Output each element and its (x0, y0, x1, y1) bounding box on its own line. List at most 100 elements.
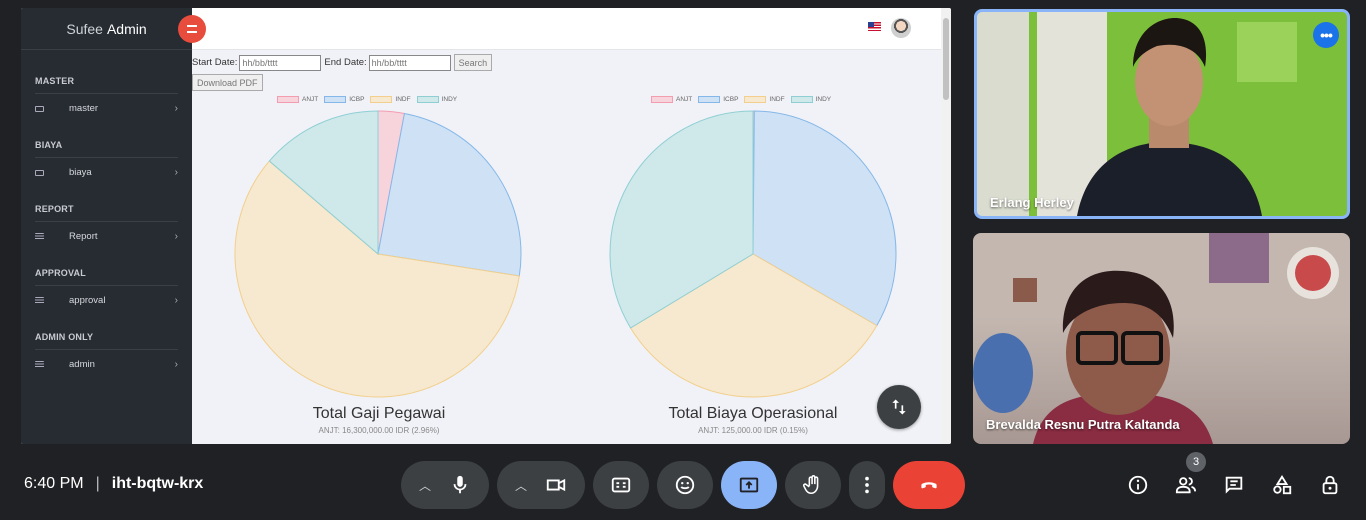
sidebar-section-title: MASTER (35, 76, 75, 86)
meeting-details-button[interactable] (1126, 473, 1150, 497)
chevron-right-icon: › (174, 231, 178, 242)
legend-label: ICBP (349, 96, 365, 103)
menu-icon (187, 25, 197, 33)
legend-label: INDY (441, 96, 458, 103)
legend-item[interactable]: INDY (416, 96, 458, 103)
info-icon (1128, 475, 1148, 495)
end-date-input[interactable] (368, 54, 451, 71)
page-scrollbar[interactable] (941, 8, 951, 444)
sidebar-toggle-button[interactable] (178, 15, 206, 43)
search-button[interactable]: Search (453, 54, 493, 71)
pie-slice-indy[interactable] (268, 110, 379, 256)
video-options-chevron-icon[interactable]: ︿ (514, 478, 527, 493)
legend-swatch (277, 96, 299, 103)
people-icon (1175, 477, 1197, 494)
chart2-title: Total Biaya Operasional (668, 405, 838, 422)
pie-slice-icbp[interactable] (377, 112, 522, 277)
raise-hand-button[interactable] (785, 461, 841, 509)
sidebar-item[interactable]: master › (35, 93, 178, 123)
sidebar-item[interactable]: Report › (35, 221, 178, 251)
pie-slice-indy[interactable] (609, 110, 754, 329)
meeting-info: 6:40 PM | iht-bqtw-krx (24, 475, 203, 493)
meeting-time: 6:40 PM (24, 475, 84, 492)
download-pdf-button[interactable]: Download PDF (192, 74, 263, 91)
chart2-pie (609, 110, 897, 398)
legend-label: ANJT (676, 96, 693, 103)
people-button[interactable] (1174, 473, 1198, 497)
present-screen-icon (739, 477, 759, 493)
participant-name-2: Brevalda Resnu Putra Kaltanda (986, 417, 1180, 432)
more-vert-icon (865, 476, 869, 494)
legend-label: INDF (395, 96, 411, 103)
chart1-subtitle: ANJT: 16,300,000.00 IDR (2.96%) (318, 426, 440, 435)
start-date-input[interactable] (239, 54, 322, 71)
legend-swatch (370, 96, 393, 103)
meeting-code[interactable]: iht-bqtw-krx (111, 475, 204, 492)
legend-item[interactable]: ICBP (324, 96, 364, 103)
participant-tile-2[interactable]: Brevalda Resnu Putra Kaltanda (973, 233, 1350, 444)
admin-sidebar: Sufee Admin MASTER master › BIAYA biaya › REPO… (21, 8, 192, 444)
sidebar-item[interactable]: admin › (35, 349, 178, 379)
scroll-thumb[interactable] (943, 18, 949, 100)
shared-screen: Sufee Admin MASTER master › BIAYA biaya › REPO… (21, 8, 951, 444)
microphone-icon[interactable] (449, 474, 471, 496)
chart1-pie (234, 110, 522, 398)
date-filter: Start Date: End Date: Search (192, 54, 493, 71)
participant-video-1 (1037, 12, 1297, 216)
raise-hand-icon (803, 475, 819, 495)
legend-item[interactable]: ANJT (277, 96, 318, 103)
captions-button[interactable] (593, 461, 649, 509)
sidebar-item[interactable]: biaya › (35, 157, 178, 187)
participant-name-1: Erlang Herley (990, 195, 1074, 210)
camera-control-group: ︿ (497, 461, 585, 509)
meeting-separator: | (95, 475, 100, 492)
audio-options-chevron-icon[interactable]: ︿ (418, 478, 431, 493)
user-avatar[interactable] (891, 18, 911, 38)
pie-slice-indf[interactable] (629, 253, 878, 398)
legend-item[interactable]: ANJT (651, 96, 692, 103)
legend-swatch (698, 96, 721, 103)
list-icon (35, 361, 44, 368)
emoji-reaction-button[interactable] (657, 461, 713, 509)
us-flag-icon[interactable] (868, 22, 881, 31)
more-options-menu-button[interactable] (849, 461, 885, 509)
sidebar-section-title: BIAYA (35, 140, 63, 150)
participant-video-2 (973, 233, 1339, 444)
chart1-title: Total Gaji Pegawai (312, 405, 446, 422)
chart2-legend: ANJT ICBP INDF INDY (651, 96, 831, 103)
chart1-legend: ANJT ICBP INDF INDY (277, 96, 457, 103)
sidebar-item[interactable]: approval › (35, 285, 178, 315)
legend-item[interactable]: INDF (370, 96, 411, 103)
present-screen-button[interactable] (721, 461, 777, 509)
legend-swatch (790, 96, 813, 103)
laptop-icon (35, 169, 44, 176)
captions-icon (611, 477, 631, 493)
sidebar-section-title: REPORT (35, 204, 74, 214)
legend-label: INDF (769, 96, 785, 103)
chat-button[interactable] (1222, 473, 1246, 497)
laptop-icon (35, 105, 44, 112)
host-controls-button[interactable] (1318, 473, 1342, 497)
legend-label: INDY (815, 96, 832, 103)
brand-logo: Sufee Admin (21, 8, 192, 50)
leave-call-button[interactable] (893, 461, 965, 509)
chat-icon (1225, 476, 1243, 494)
participant-count-badge: 3 (1186, 452, 1206, 472)
camera-icon[interactable] (545, 474, 567, 496)
more-options-button[interactable]: ••• (1313, 22, 1339, 48)
participant-tile-1[interactable]: ••• Erlang Herley (974, 9, 1350, 219)
legend-item[interactable]: INDF (744, 96, 785, 103)
sidebar-item-label: master (69, 103, 99, 114)
end-date-label: End Date: (324, 57, 367, 68)
emoji-icon (675, 475, 695, 495)
legend-label: ICBP (723, 96, 739, 103)
sidebar-item-label: approval (69, 295, 106, 306)
swap-layout-button[interactable] (877, 385, 921, 429)
pie-slice-indf[interactable] (234, 160, 520, 398)
end-call-icon (921, 482, 937, 489)
legend-item[interactable]: INDY (790, 96, 832, 103)
brand-prefix: Sufee (66, 20, 103, 37)
legend-item[interactable]: ICBP (698, 96, 738, 103)
pie-slice-icbp[interactable] (752, 110, 897, 327)
activities-button[interactable] (1270, 473, 1294, 497)
